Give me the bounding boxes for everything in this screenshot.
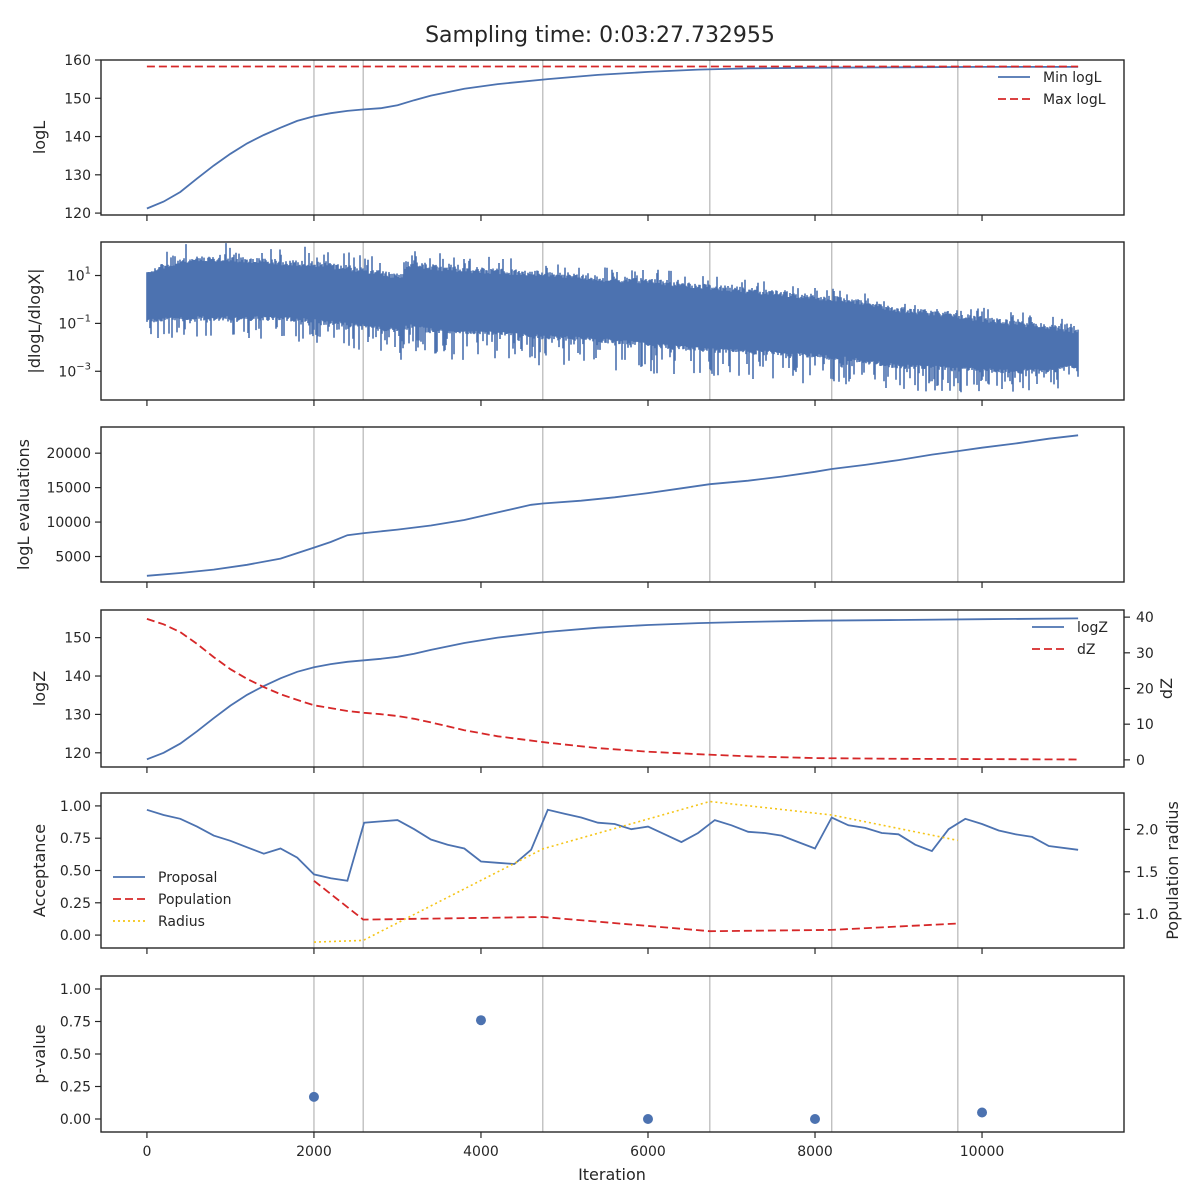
x-tick-label-3: 6000 — [630, 1144, 666, 1160]
y-tick-label-logz-1: 130 — [64, 707, 91, 723]
y-tick-label-pvalue-1: 0.25 — [60, 1080, 91, 1096]
y-axis-label-evals: logL evaluations — [14, 439, 33, 570]
y-tick-label-pvalue-0: 0.00 — [60, 1112, 91, 1128]
legend-label-logz-1: dZ — [1077, 642, 1095, 658]
series-line-logl-0 — [146, 66, 1079, 210]
legend-acceptance: Proposal Population Radius — [113, 870, 232, 930]
plot-area-acceptance — [146, 800, 1079, 943]
y-right-tick-label-logz-4: 40 — [1136, 610, 1154, 626]
legend-label-logl-1: Max logL — [1043, 92, 1106, 108]
legend-label-logl-0: Min logL — [1043, 70, 1102, 86]
series-line-logz-1 — [146, 618, 1079, 761]
y-tick-label-logl-1: 130 — [64, 168, 91, 184]
legend-logz: logZ dZ — [1032, 620, 1108, 658]
x-tick-label-4: 8000 — [797, 1144, 833, 1160]
pvalue-point-3 — [810, 1114, 821, 1124]
y-tick-label-acceptance-2: 0.50 — [60, 864, 91, 880]
y-tick-label-evals-0: 5000 — [55, 550, 91, 566]
y-right-tick-label-acceptance-0: 1.0 — [1136, 907, 1158, 923]
y-tick-exponent: 1 — [85, 266, 91, 277]
panel-frame-pvalue — [100, 975, 1125, 1133]
y-tick-label-acceptance-3: 0.75 — [60, 831, 91, 847]
y-tick-label-pvalue-4: 1.00 — [60, 982, 91, 998]
y-tick-label-acceptance-0: 0.00 — [60, 928, 91, 944]
y-tick-label-evals-2: 15000 — [46, 481, 91, 497]
y-tick-label-dlogl-0: 101 — [67, 266, 91, 285]
plot-area-pvalue — [308, 1015, 988, 1124]
x-tick-label-5: 10000 — [960, 1144, 1005, 1160]
y-right-tick-label-acceptance-1: 1.5 — [1136, 865, 1158, 881]
y-right-tick-label-logz-1: 10 — [1136, 717, 1154, 733]
x-axis-label: Iteration — [578, 1165, 646, 1184]
plot-area-logz — [146, 617, 1079, 761]
y-axis-label-acceptance: Acceptance — [30, 824, 49, 917]
y-axis-label-logl: logL — [30, 121, 49, 154]
pvalue-point-2 — [642, 1114, 653, 1124]
panel-frame-acceptance — [100, 792, 1125, 949]
y-tick-label-logl-4: 160 — [64, 53, 91, 69]
dlogl-trace — [146, 243, 1079, 393]
y-right-axis-label-acceptance: Population radius — [1163, 801, 1182, 940]
y-tick-label-dlogl-1: 10−1 — [58, 313, 91, 332]
y-tick-label-evals-1: 10000 — [46, 515, 91, 531]
plot-area-dlogl — [146, 243, 1079, 393]
y-axis-label-pvalue: p-value — [30, 1024, 49, 1083]
panel-frame-logl — [100, 59, 1125, 216]
y-tick-label-evals-3: 20000 — [46, 446, 91, 462]
y-tick-label-pvalue-2: 0.50 — [60, 1047, 91, 1063]
plot-area-logl — [146, 65, 1079, 210]
y-right-tick-label-logz-3: 30 — [1136, 646, 1154, 662]
series-line-acceptance-0 — [146, 808, 1079, 882]
y-tick-label-acceptance-1: 0.25 — [60, 896, 91, 912]
plot-area-evals — [146, 434, 1079, 577]
panel-frame-logz — [100, 609, 1125, 768]
figure-title: Sampling time: 0:03:27.732955 — [425, 23, 775, 48]
y-right-tick-label-logz-2: 20 — [1136, 682, 1154, 698]
y-tick-label-logl-2: 140 — [64, 130, 91, 146]
y-right-axis-label-logz: dZ — [1157, 678, 1176, 699]
series-line-acceptance-2 — [313, 800, 958, 943]
panel-frame-evals — [100, 426, 1125, 583]
y-tick-label-pvalue-3: 0.75 — [60, 1015, 91, 1031]
legend-label-logz-0: logZ — [1077, 620, 1108, 636]
y-tick-label-logl-0: 120 — [64, 206, 91, 222]
pvalue-point-1 — [475, 1015, 486, 1026]
y-tick-exponent: −3 — [76, 361, 91, 372]
y-axis-label-logz: logZ — [30, 671, 49, 706]
y-tick-label-logl-3: 150 — [64, 91, 91, 107]
series-line-logz-0 — [146, 617, 1079, 761]
x-tick-label-1: 2000 — [296, 1144, 332, 1160]
y-right-tick-label-acceptance-2: 2.0 — [1136, 822, 1158, 838]
legend-label-acceptance-1: Population — [158, 892, 232, 908]
y-tick-exponent: −1 — [76, 313, 91, 324]
legend-label-acceptance-2: Radius — [158, 914, 205, 930]
y-tick-label-acceptance-4: 1.00 — [60, 799, 91, 815]
x-tick-label-0: 0 — [142, 1144, 151, 1160]
y-axis-label-dlogl: |dlogL/dlogX| — [25, 268, 44, 373]
series-line-acceptance-1 — [313, 880, 958, 933]
pvalue-point-4 — [977, 1107, 988, 1118]
legend-label-acceptance-0: Proposal — [158, 870, 217, 886]
legend-logl: Min logL Max logL — [998, 70, 1106, 108]
y-tick-label-logz-2: 140 — [64, 669, 91, 685]
series-line-evals-0 — [146, 434, 1079, 577]
y-tick-label-dlogl-2: 10−3 — [58, 361, 91, 380]
y-tick-label-logz-0: 120 — [64, 746, 91, 762]
panel-frame-dlogl — [100, 241, 1125, 401]
y-right-tick-label-logz-0: 0 — [1136, 753, 1145, 769]
pvalue-point-0 — [308, 1091, 319, 1102]
x-tick-label-2: 4000 — [463, 1144, 499, 1160]
y-tick-label-logz-3: 150 — [64, 631, 91, 647]
